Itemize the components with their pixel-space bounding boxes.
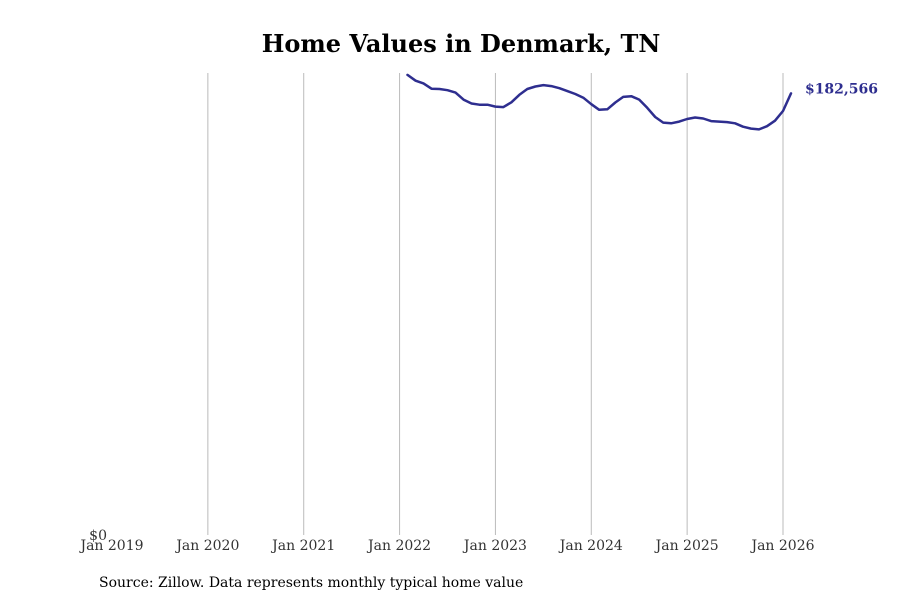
x-tick-label: Jan 2021 <box>270 538 335 554</box>
x-tick-label: Jan 2026 <box>749 538 814 554</box>
y-tick-label: $0 <box>89 528 107 544</box>
source-note: Source: Zillow. Data represents monthly … <box>99 575 523 591</box>
x-axis-ticks: Jan 2019 Jan 2020 Jan 2021 Jan 2022 Jan 2023… <box>78 538 814 554</box>
x-tick-label: Jan 2020 <box>174 538 239 554</box>
x-tick-label: Jan 2025 <box>654 538 719 554</box>
x-tick-label: Jan 2024 <box>558 538 623 554</box>
y-axis-ticks: $0 <box>89 528 107 544</box>
series-line <box>406 73 793 131</box>
x-tick-label: Jan 2023 <box>462 538 527 554</box>
x-tick-label: Jan 2019 <box>78 538 143 554</box>
end-value-label: $182,566 <box>805 81 878 97</box>
x-tick-label: Jan 2022 <box>366 538 431 554</box>
series-lines <box>406 73 793 131</box>
grid-lines <box>207 73 784 535</box>
chart-title: Home Values in Denmark, TN <box>262 29 661 58</box>
